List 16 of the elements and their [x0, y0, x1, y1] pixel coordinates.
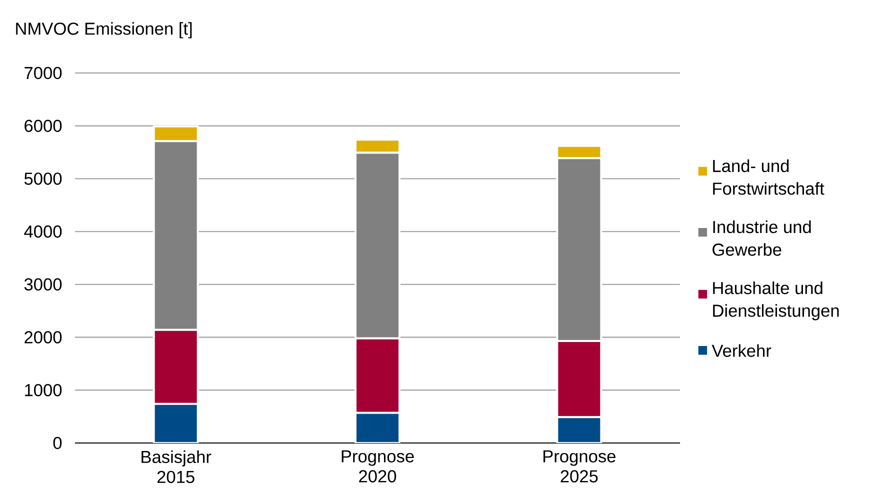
y-tick-label: 1000	[25, 384, 62, 396]
legend-label: Land- und Forstwirtschaft	[713, 159, 824, 195]
x-tick-label: Prognose 2020	[342, 450, 414, 482]
x-tick-label: Prognose 2025	[543, 450, 616, 482]
y-tick-label: 2000	[24, 331, 62, 344]
y-axis-title: NMVOC Emissionen [t]	[16, 22, 192, 38]
y-tick-label: 5000	[24, 172, 62, 185]
y-tick-label: 3000	[24, 278, 62, 291]
y-tick-label: 4000	[24, 225, 62, 238]
x-tick-label: Basisjahr 2015	[142, 450, 212, 484]
legend-label: Verkehr	[712, 344, 772, 357]
y-tick-label: 0	[53, 436, 62, 450]
legend-label: Industrie und Gewerbe	[712, 220, 811, 256]
y-tick-label: 6000	[24, 120, 62, 132]
y-tick-label: 7000	[24, 66, 62, 80]
legend-label: Haushalte und Dienstleistungen	[713, 281, 839, 320]
